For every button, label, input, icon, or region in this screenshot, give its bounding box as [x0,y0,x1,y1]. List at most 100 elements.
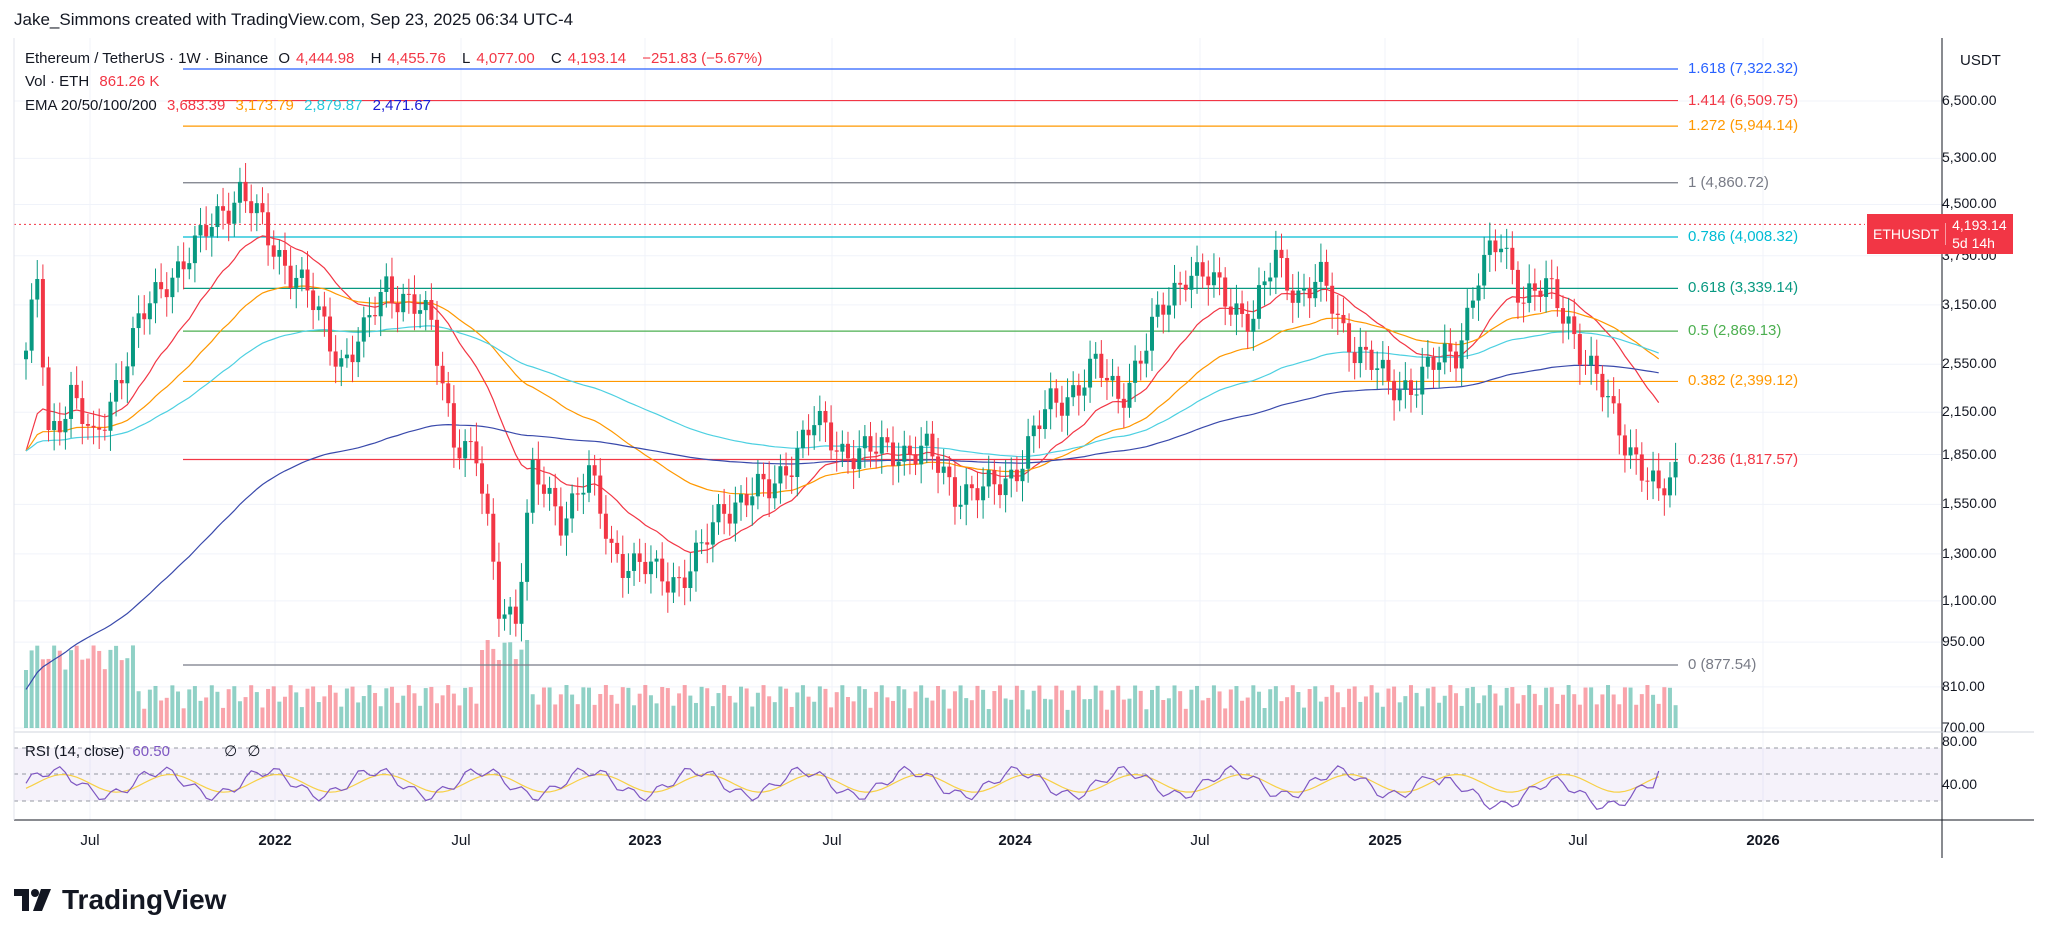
rsi-value: 60.50 [132,743,170,760]
volume-bar [1228,689,1233,728]
rsi-line [25,765,1660,811]
tradingview-logo[interactable]: TradingView [14,884,226,916]
volume-bar [648,695,653,728]
volume-bar [767,696,772,728]
rsi-legend[interactable]: RSI (14, close) 60.50 ∅ ∅ [25,742,260,760]
volume-bar [536,704,541,728]
candle-body [125,366,130,384]
fib-label: 1 (4,860.72) [1688,173,1769,191]
volume-bar [1538,705,1543,728]
candles [24,162,1678,642]
candle-body [1206,276,1211,286]
candle-body [626,570,631,578]
volume-bar [305,688,310,728]
candle-body [40,278,45,368]
volume-bar [1566,685,1571,728]
candle-body [1380,359,1385,369]
candle-body [806,429,811,436]
volume-bar [598,694,603,728]
volume-bar [294,692,299,728]
chart-canvas[interactable] [0,38,2048,858]
volume-bar [215,691,220,728]
ohlc-open: O 4,444.98 [278,50,355,67]
candle-body [1138,360,1143,364]
volume-bar [52,645,57,728]
currency-label[interactable]: USDT [1960,52,2001,69]
candle-body [1150,316,1154,351]
candle-body [1397,389,1402,401]
volume-bar [1189,689,1194,728]
candle-body [1121,398,1126,408]
volume-bar [1622,687,1627,728]
candle-body [1093,353,1098,359]
candle-body [423,300,428,311]
ema-legend[interactable]: EMA 20/50/100/200 3,683.39 3,173.79 2,87… [25,97,437,114]
symbol-legend[interactable]: Ethereum / TetherUS · 1W · Binance O 4,44… [25,50,768,67]
time-tick: Jul [80,832,100,849]
candle-body [299,269,304,278]
candle-body [603,513,608,539]
candle-body [896,461,901,466]
candle-body [1037,425,1042,430]
candle-body [1566,316,1571,324]
candle-body [969,484,974,489]
fib-label: 0.382 (2,399.12) [1688,372,1799,390]
volume-bar [1465,688,1470,728]
candle-body [947,466,952,478]
candle-body [429,300,434,320]
fib-label: 0.618 (3,339.14) [1688,279,1799,297]
candle-body [1425,356,1430,367]
candle-body [716,504,721,523]
candle-body [1532,283,1537,291]
candle-body [1375,368,1380,370]
candle-body [322,306,327,317]
fib-label: 0.786 (4,008.32) [1688,228,1799,246]
candle-body [789,475,794,477]
volume-bar [761,685,766,728]
volume-bar [1116,685,1121,728]
candle-body [1082,387,1087,396]
candle-body [418,310,423,314]
volume-bar [463,687,468,728]
volume-bar [350,686,355,728]
volume-bar [1487,685,1492,728]
volume-bar [373,692,378,728]
volume-bar [1335,692,1340,728]
candle-body [902,445,907,462]
volume-bar [496,659,501,728]
candle-body [1313,281,1318,299]
ohlc-low: L 4,077.00 [461,50,535,67]
volume-bar [1577,704,1582,728]
volume-bar [1307,689,1312,728]
candle-body [632,553,637,571]
volume-bar [1302,707,1307,728]
candle-body [1065,397,1070,416]
price-tick: 1,550.00 [1942,495,1997,512]
logo-wordmark: TradingView [62,884,227,915]
volume-legend[interactable]: Vol · ETH 861.26 K [25,73,165,90]
ema20-value: 3,683.39 [166,97,226,114]
volume-bar [299,707,304,728]
volume-bar [1088,699,1093,728]
volume-bar [108,649,113,728]
volume-bar [1662,687,1667,728]
candle-body [1104,377,1109,381]
time-tick: Jul [451,832,471,849]
volume-bar [1544,687,1549,728]
volume-bar [1014,685,1019,728]
volume-bar [237,701,242,728]
volume-bar [587,687,591,728]
candle-body [181,261,186,270]
candle-body [395,303,400,313]
candle-body [727,513,732,524]
candle-body [1549,278,1554,280]
candle-body [389,276,394,304]
volume-bar [654,703,659,728]
candle-body [699,542,704,544]
volume-bar [1606,685,1611,728]
volume-bar [164,697,169,728]
candle-body [654,558,659,562]
candle-body [919,445,924,465]
volume-bar [40,659,45,728]
candle-body [1031,425,1036,437]
